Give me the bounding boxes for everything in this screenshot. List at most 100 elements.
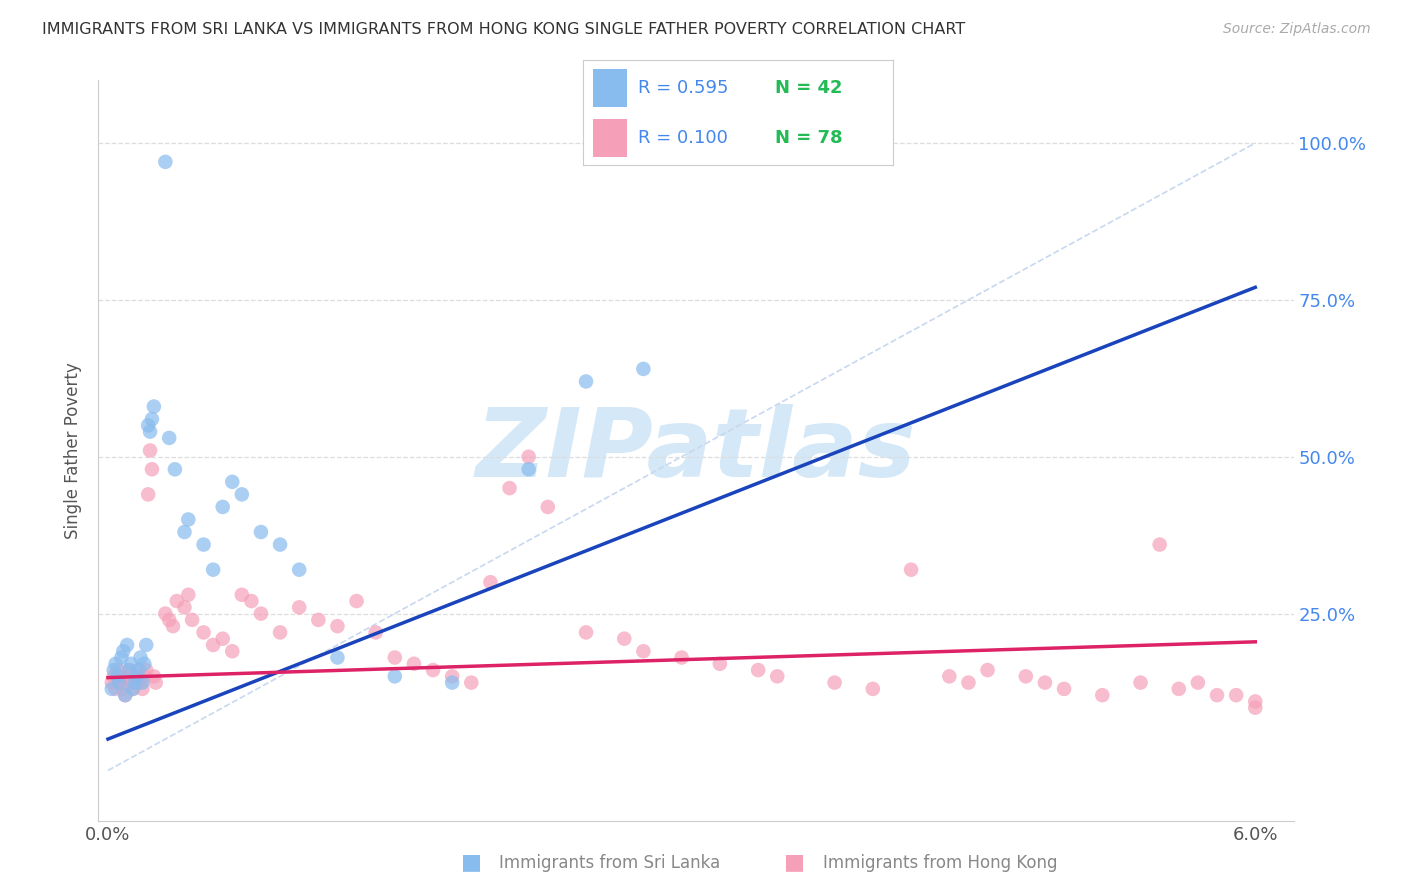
FancyBboxPatch shape bbox=[593, 70, 627, 107]
Point bbox=[163, 462, 186, 476]
Point bbox=[114, 688, 136, 702]
Text: N = 42: N = 42 bbox=[775, 79, 842, 97]
Point bbox=[269, 538, 291, 552]
Point bbox=[1149, 538, 1171, 552]
Point bbox=[202, 563, 225, 577]
Point bbox=[136, 418, 159, 433]
Point bbox=[125, 675, 148, 690]
Point bbox=[162, 619, 184, 633]
Point bbox=[107, 663, 129, 677]
Point bbox=[121, 681, 143, 696]
Point bbox=[145, 675, 167, 690]
Point bbox=[346, 594, 368, 608]
Point bbox=[118, 663, 141, 677]
Point bbox=[326, 650, 349, 665]
Point bbox=[202, 638, 225, 652]
Point bbox=[671, 650, 693, 665]
Point bbox=[108, 675, 131, 690]
Point bbox=[124, 675, 146, 690]
Point bbox=[900, 563, 922, 577]
Point bbox=[118, 663, 141, 677]
Point bbox=[288, 600, 311, 615]
Point bbox=[441, 669, 464, 683]
Point bbox=[976, 663, 998, 677]
Text: ■: ■ bbox=[461, 853, 481, 872]
Point bbox=[173, 524, 195, 539]
Point bbox=[134, 669, 156, 683]
Point bbox=[537, 500, 560, 514]
Point bbox=[131, 675, 153, 690]
Point bbox=[112, 644, 135, 658]
Point bbox=[575, 625, 598, 640]
Point bbox=[250, 524, 273, 539]
Point bbox=[613, 632, 636, 646]
Text: Immigrants from Hong Kong: Immigrants from Hong Kong bbox=[823, 854, 1057, 871]
Text: ZIPatlas: ZIPatlas bbox=[475, 404, 917, 497]
Point bbox=[114, 688, 136, 702]
Point bbox=[131, 681, 153, 696]
Point bbox=[517, 450, 540, 464]
Point bbox=[575, 375, 598, 389]
Text: IMMIGRANTS FROM SRI LANKA VS IMMIGRANTS FROM HONG KONG SINGLE FATHER POVERTY COR: IMMIGRANTS FROM SRI LANKA VS IMMIGRANTS … bbox=[42, 22, 966, 37]
Point bbox=[460, 675, 482, 690]
Point bbox=[211, 500, 233, 514]
Point bbox=[135, 663, 157, 677]
Point bbox=[384, 669, 406, 683]
Point bbox=[139, 443, 162, 458]
Point bbox=[155, 154, 177, 169]
Point bbox=[326, 619, 349, 633]
Point bbox=[1053, 681, 1076, 696]
Text: Immigrants from Sri Lanka: Immigrants from Sri Lanka bbox=[499, 854, 720, 871]
Point bbox=[250, 607, 273, 621]
Point bbox=[104, 657, 127, 671]
Point bbox=[166, 594, 188, 608]
Point bbox=[115, 669, 138, 683]
Point bbox=[240, 594, 263, 608]
Point bbox=[441, 675, 464, 690]
Point bbox=[221, 475, 243, 489]
Point bbox=[422, 663, 444, 677]
Point bbox=[193, 625, 215, 640]
Point bbox=[1187, 675, 1209, 690]
Point bbox=[1244, 694, 1267, 708]
Point bbox=[633, 644, 655, 658]
Text: R = 0.595: R = 0.595 bbox=[638, 79, 728, 97]
Y-axis label: Single Father Poverty: Single Father Poverty bbox=[63, 362, 82, 539]
Point bbox=[101, 675, 124, 690]
Point bbox=[141, 462, 163, 476]
Point bbox=[155, 607, 177, 621]
Point bbox=[633, 362, 655, 376]
Point bbox=[1167, 681, 1189, 696]
Point bbox=[101, 681, 124, 696]
Point bbox=[1206, 688, 1229, 702]
Point bbox=[364, 625, 387, 640]
Text: N = 78: N = 78 bbox=[775, 128, 842, 146]
Point bbox=[141, 412, 163, 426]
Point bbox=[108, 675, 131, 690]
Point bbox=[862, 681, 884, 696]
Point bbox=[142, 669, 165, 683]
Point bbox=[307, 613, 329, 627]
FancyBboxPatch shape bbox=[593, 119, 627, 157]
Point bbox=[269, 625, 291, 640]
Point bbox=[193, 538, 215, 552]
Point bbox=[104, 681, 127, 696]
Point bbox=[1129, 675, 1152, 690]
Point bbox=[103, 669, 125, 683]
Point bbox=[517, 462, 540, 476]
Point bbox=[384, 650, 406, 665]
Point bbox=[125, 669, 148, 683]
Point bbox=[139, 425, 162, 439]
Point bbox=[1015, 669, 1038, 683]
Point bbox=[107, 669, 129, 683]
Point bbox=[121, 681, 143, 696]
Point bbox=[709, 657, 731, 671]
Text: R = 0.100: R = 0.100 bbox=[638, 128, 727, 146]
Point bbox=[211, 632, 233, 646]
Point bbox=[938, 669, 960, 683]
Point bbox=[136, 487, 159, 501]
Point bbox=[120, 675, 142, 690]
Point bbox=[110, 669, 132, 683]
Point bbox=[103, 663, 125, 677]
Point bbox=[157, 431, 180, 445]
